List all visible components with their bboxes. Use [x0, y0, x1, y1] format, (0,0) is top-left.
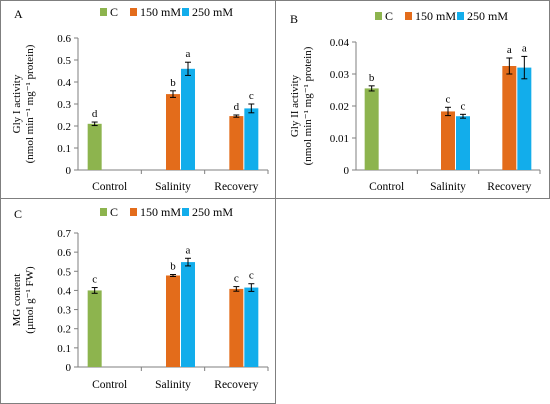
bar-salinity-250mm — [456, 116, 470, 170]
significance-letter: a — [186, 48, 191, 60]
legend-label-c: C — [385, 9, 393, 23]
significance-letter: c — [92, 274, 97, 286]
legend-swatch-150-mm — [405, 12, 412, 20]
legend-label-150-mm: 150 mM — [140, 205, 181, 219]
bar-recovery-250mm — [244, 287, 259, 367]
bar-salinity-150mm — [166, 275, 180, 367]
significance-letter: a — [186, 244, 191, 256]
y-tick-label: 0.3 — [57, 99, 71, 111]
significance-letter: b — [170, 261, 176, 273]
significance-letter: c — [249, 270, 254, 282]
bar-recovery-250mm — [244, 108, 259, 170]
significance-letter: c — [234, 273, 239, 285]
bar-control-c — [364, 88, 379, 170]
y-tick-label: 0.5 — [57, 55, 71, 67]
legend-swatch-c — [100, 8, 107, 16]
legend-swatch-150-mm — [130, 208, 137, 216]
legend-label-150-mm: 150 mM — [415, 9, 456, 23]
y-tick-label: 0.1 — [57, 343, 71, 355]
x-category-label-control: Control — [92, 181, 127, 193]
x-category-label-recovery: Recovery — [214, 181, 258, 193]
y-tick-label: 0.02 — [330, 101, 349, 113]
y-axis-label: MG content(µmol g⁻¹ FW) — [11, 266, 36, 334]
x-category-label-salinity: Salinity — [155, 379, 191, 391]
bar-salinity-150mm — [166, 94, 180, 170]
x-category-label-control: Control — [92, 379, 127, 391]
y-tick-label: 0.4 — [57, 285, 71, 297]
y-tick-label: 0 — [66, 165, 72, 177]
chart-panel-c: C C 150 mM 250 mM 0 0.1 0.2 0.3 0.4 0.5 0.6 0.7 MG c… — [11, 205, 269, 391]
chart-panel-b: B C 150 mM 250 mM 0 0.01 0.02 0.03 0.04 Gly II ac… — [289, 9, 541, 193]
significance-letter: a — [522, 42, 527, 54]
y-tick-label: 0.6 — [57, 247, 71, 259]
y-tick-label: 0.04 — [330, 37, 350, 49]
panel-label-c: C — [14, 207, 22, 221]
panel-label-a: A — [14, 7, 23, 21]
significance-letter: a — [507, 44, 512, 56]
legend-swatch-c — [375, 12, 382, 20]
y-tick-label: 0.5 — [57, 266, 71, 278]
y-tick-label: 0.6 — [57, 33, 71, 45]
y-tick-label: 0.2 — [57, 121, 71, 133]
bar-salinity-250mm — [181, 262, 195, 367]
legend-swatch-150-mm — [130, 8, 137, 16]
y-axis-label: Gly II activity(nmol min⁻¹ mg⁻¹ protein) — [289, 46, 314, 165]
bar-recovery-250mm — [517, 67, 532, 170]
legend-swatch-250-mm — [182, 208, 189, 216]
significance-letter: c — [249, 90, 254, 102]
y-tick-label: 0.4 — [57, 77, 71, 89]
bar-control-c — [87, 290, 102, 367]
significance-letter: d — [92, 108, 98, 120]
y-tick-label: 0.3 — [57, 305, 71, 317]
bar-control-c — [87, 123, 102, 170]
y-tick-label: 0.1 — [57, 143, 71, 155]
x-category-label-recovery: Recovery — [214, 379, 258, 391]
bar-recovery-150mm — [229, 116, 244, 170]
bar-salinity-250mm — [181, 68, 195, 170]
significance-letter: c — [446, 93, 451, 105]
bar-recovery-150mm — [229, 288, 244, 367]
legend-label-250-mm: 250 mM — [467, 9, 508, 23]
panel-label-b: B — [290, 12, 298, 26]
significance-letter: d — [234, 101, 240, 113]
x-category-label-control: Control — [369, 181, 404, 193]
y-tick-label: 0.03 — [330, 69, 350, 81]
bar-recovery-150mm — [502, 66, 517, 170]
y-axis-label: Gly I activity(nmol min⁻¹ mg⁻¹ protein) — [11, 44, 36, 163]
legend-label-250-mm: 250 mM — [192, 5, 233, 19]
legend-swatch-250-mm — [457, 12, 464, 20]
y-tick-label: 0 — [344, 165, 350, 177]
legend-label-c: C — [110, 205, 118, 219]
legend-swatch-c — [100, 208, 107, 216]
y-tick-label: 0.7 — [57, 228, 71, 240]
legend-label-c: C — [110, 5, 118, 19]
x-category-label-recovery: Recovery — [487, 181, 531, 193]
y-tick-label: 0.01 — [330, 133, 349, 145]
significance-letter: b — [170, 77, 176, 89]
x-category-label-salinity: Salinity — [155, 181, 191, 193]
legend-label-250-mm: 250 mM — [192, 205, 233, 219]
x-category-label-salinity: Salinity — [430, 181, 466, 193]
y-tick-label: 0 — [66, 362, 72, 374]
legend-label-150-mm: 150 mM — [140, 5, 181, 19]
significance-letter: b — [369, 72, 375, 84]
significance-letter: c — [461, 100, 466, 112]
legend-swatch-250-mm — [182, 8, 189, 16]
y-tick-label: 0.2 — [57, 324, 71, 336]
chart-panel-a: A C 150 mM 250 mM 0 0.1 0.2 0.3 0.4 0.5 0.6 Gly I a… — [11, 5, 269, 193]
bar-salinity-150mm — [441, 111, 455, 170]
